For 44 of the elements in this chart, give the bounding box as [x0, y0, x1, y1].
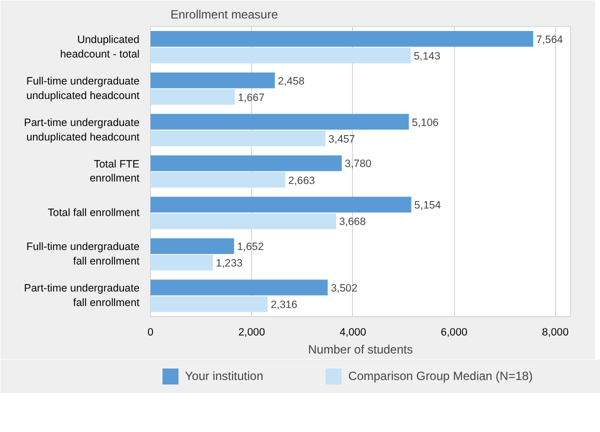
data-label: 3,668: [339, 216, 366, 228]
y-tick-label: Total fall enrollment: [48, 206, 140, 219]
data-label: 3,780: [344, 158, 372, 170]
bar: [150, 238, 234, 254]
data-label: 2,663: [288, 174, 315, 187]
data-label: 5,154: [414, 200, 442, 212]
bar: [150, 296, 268, 312]
y-tick-label: Full-time undergraduate fall enrollment: [26, 241, 140, 268]
bar: [150, 130, 326, 146]
data-label: 5,106: [412, 116, 439, 129]
bar: [150, 172, 286, 188]
data-label: 2,316: [270, 299, 298, 312]
x-tick-label: 6,000: [440, 326, 468, 338]
bar: [150, 72, 275, 88]
legend-label: Your institution: [185, 369, 264, 383]
data-label: 7,564: [536, 34, 563, 46]
x-tick-label: 4,000: [340, 326, 366, 338]
data-label: 1,233: [216, 258, 243, 270]
data-label: 2,458: [278, 75, 305, 88]
data-label: 5,143: [414, 50, 440, 62]
data-label: 3,457: [328, 133, 356, 146]
x-tick-label: 8,000: [542, 326, 569, 338]
bar: [150, 254, 213, 271]
x-tick-label: 2,000: [238, 326, 266, 338]
legend-label: Comparison Group Median (N=18): [348, 369, 533, 383]
bar: [150, 89, 235, 105]
data-label: 1,652: [237, 241, 264, 254]
bar: [150, 114, 409, 130]
bar: [150, 31, 534, 47]
bar: [150, 213, 336, 230]
y-tick-label: Total FTE enrollment: [90, 158, 140, 185]
x-tick-label: 0: [148, 326, 154, 338]
bar: [150, 280, 328, 296]
y-tick-label: Part-time undergraduate unduplicated headcount: [24, 116, 140, 144]
bar: [150, 196, 412, 213]
bar: [150, 155, 342, 172]
y-tick-label: Part-time undergraduate fall enrollment: [24, 282, 140, 309]
data-label: 3,502: [330, 282, 358, 294]
y-tick-label: Full-time undergraduate unduplicated headcount: [26, 75, 140, 102]
y-axis-title: Enrollment measure: [170, 8, 278, 22]
data-label: 1,667: [238, 92, 265, 104]
bar: [150, 48, 411, 64]
y-tick-label: Unduplicated headcount - total: [60, 34, 140, 60]
x-axis-title: Number of students: [308, 342, 413, 356]
